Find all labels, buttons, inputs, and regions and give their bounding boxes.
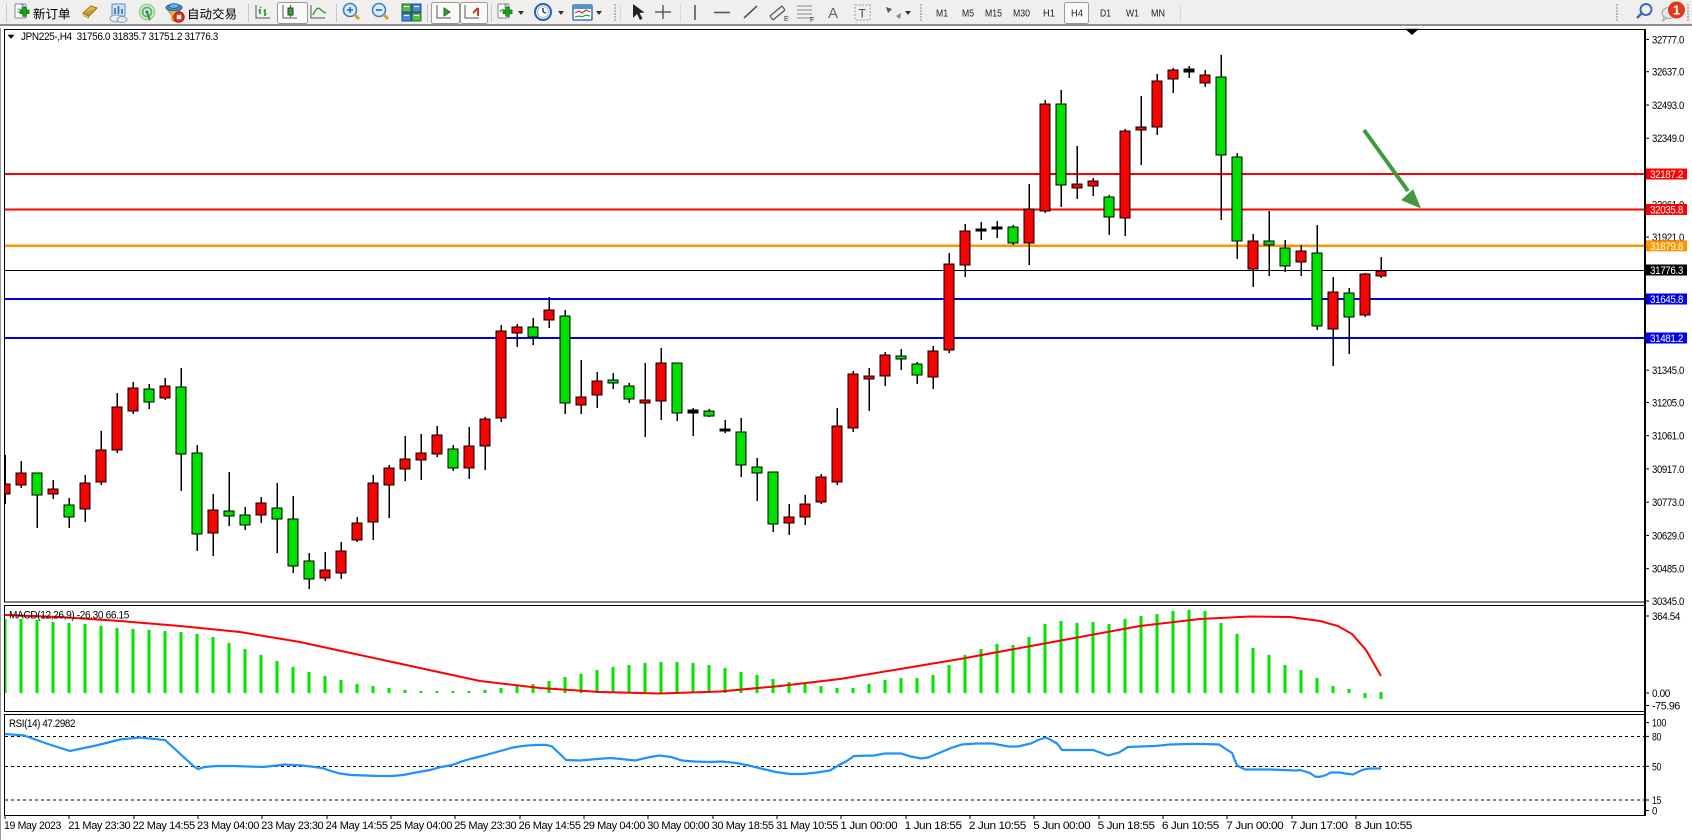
svg-text:MN: MN [1151, 8, 1165, 20]
svg-text:31776.3: 31776.3 [1650, 265, 1683, 277]
svg-text:H1: H1 [1043, 8, 1055, 20]
svg-text:7 Jun 17:00: 7 Jun 17:00 [1291, 820, 1348, 832]
svg-text:7 Jun 00:00: 7 Jun 00:00 [1226, 820, 1283, 832]
svg-text:M1: M1 [936, 8, 948, 20]
svg-text:31481.2: 31481.2 [1650, 333, 1683, 345]
svg-text:2 Jun 10:55: 2 Jun 10:55 [969, 820, 1026, 832]
svg-text:30345.0: 30345.0 [1652, 596, 1684, 608]
svg-text:-75.96: -75.96 [1652, 701, 1680, 713]
svg-text:364.54: 364.54 [1652, 611, 1680, 623]
svg-text:100: 100 [1652, 718, 1666, 730]
svg-text:1 Jun 18:55: 1 Jun 18:55 [905, 820, 962, 832]
svg-text:1 Jun 00:00: 1 Jun 00:00 [840, 820, 897, 832]
svg-text:8 Jun 10:55: 8 Jun 10:55 [1355, 820, 1412, 832]
svg-text:30917.0: 30917.0 [1652, 464, 1684, 476]
svg-text:31061.0: 31061.0 [1652, 431, 1684, 443]
svg-text:W1: W1 [1126, 8, 1139, 20]
svg-text:21 May 23:30: 21 May 23:30 [68, 820, 130, 832]
svg-text:E: E [784, 16, 789, 23]
svg-text:30485.0: 30485.0 [1652, 564, 1684, 576]
svg-text:30 May 00:00: 30 May 00:00 [647, 820, 709, 832]
svg-text:1: 1 [1673, 3, 1680, 18]
svg-text:30 May 18:55: 30 May 18:55 [712, 820, 774, 832]
svg-text:30773.0: 30773.0 [1652, 497, 1684, 509]
svg-text:26 May 14:55: 26 May 14:55 [519, 820, 581, 832]
svg-text:23 May 23:30: 23 May 23:30 [261, 820, 323, 832]
svg-text:RSI(14) 47.2982: RSI(14) 47.2982 [9, 718, 75, 730]
svg-text:5 Jun 00:00: 5 Jun 00:00 [1033, 820, 1090, 832]
svg-text:T: T [859, 7, 867, 21]
svg-text:31205.0: 31205.0 [1652, 397, 1684, 409]
svg-text:32035.8: 32035.8 [1650, 205, 1683, 217]
svg-text:31879.8: 31879.8 [1650, 241, 1683, 253]
svg-text:M5: M5 [962, 8, 974, 20]
svg-text:32349.0: 32349.0 [1652, 133, 1684, 145]
svg-text:24 May 14:55: 24 May 14:55 [326, 820, 388, 832]
svg-text:0: 0 [1652, 806, 1657, 818]
svg-text:D1: D1 [1100, 8, 1111, 20]
svg-text:5 Jun 18:55: 5 Jun 18:55 [1098, 820, 1155, 832]
svg-text:MACD(12,26,9) -26.30 66.15: MACD(12,26,9) -26.30 66.15 [9, 610, 129, 622]
svg-text:M30: M30 [1013, 8, 1030, 20]
svg-text:JPN225-,H4 31756.0 31835.7 31: JPN225-,H4 31756.0 31835.7 31751.2 31776… [21, 31, 218, 43]
svg-text:F: F [810, 17, 814, 24]
svg-text:25 May 04:00: 25 May 04:00 [390, 820, 452, 832]
svg-text:32493.0: 32493.0 [1652, 100, 1684, 112]
svg-text:32187.2: 32187.2 [1650, 169, 1683, 181]
svg-text:31645.8: 31645.8 [1650, 294, 1683, 306]
svg-text:30629.0: 30629.0 [1652, 530, 1684, 542]
svg-text:15: 15 [1652, 795, 1661, 807]
svg-text:25 May 23:30: 25 May 23:30 [454, 820, 516, 832]
svg-text:32777.0: 32777.0 [1652, 34, 1684, 46]
svg-text:50: 50 [1652, 761, 1661, 773]
svg-text:0.00: 0.00 [1652, 688, 1670, 700]
svg-text:29 May 04:00: 29 May 04:00 [583, 820, 645, 832]
svg-text:23 May 04:00: 23 May 04:00 [197, 820, 259, 832]
svg-text:6 Jun 10:55: 6 Jun 10:55 [1162, 820, 1219, 832]
svg-text:M15: M15 [985, 8, 1002, 20]
svg-text:19 May 2023: 19 May 2023 [4, 820, 61, 832]
svg-text:32637.0: 32637.0 [1652, 67, 1684, 79]
svg-text:80: 80 [1652, 731, 1661, 743]
svg-text:31 May 10:55: 31 May 10:55 [776, 820, 838, 832]
svg-text:31345.0: 31345.0 [1652, 365, 1684, 377]
svg-text:A: A [828, 5, 838, 22]
svg-text:22 May 14:55: 22 May 14:55 [133, 820, 195, 832]
svg-text:H4: H4 [1071, 8, 1083, 20]
